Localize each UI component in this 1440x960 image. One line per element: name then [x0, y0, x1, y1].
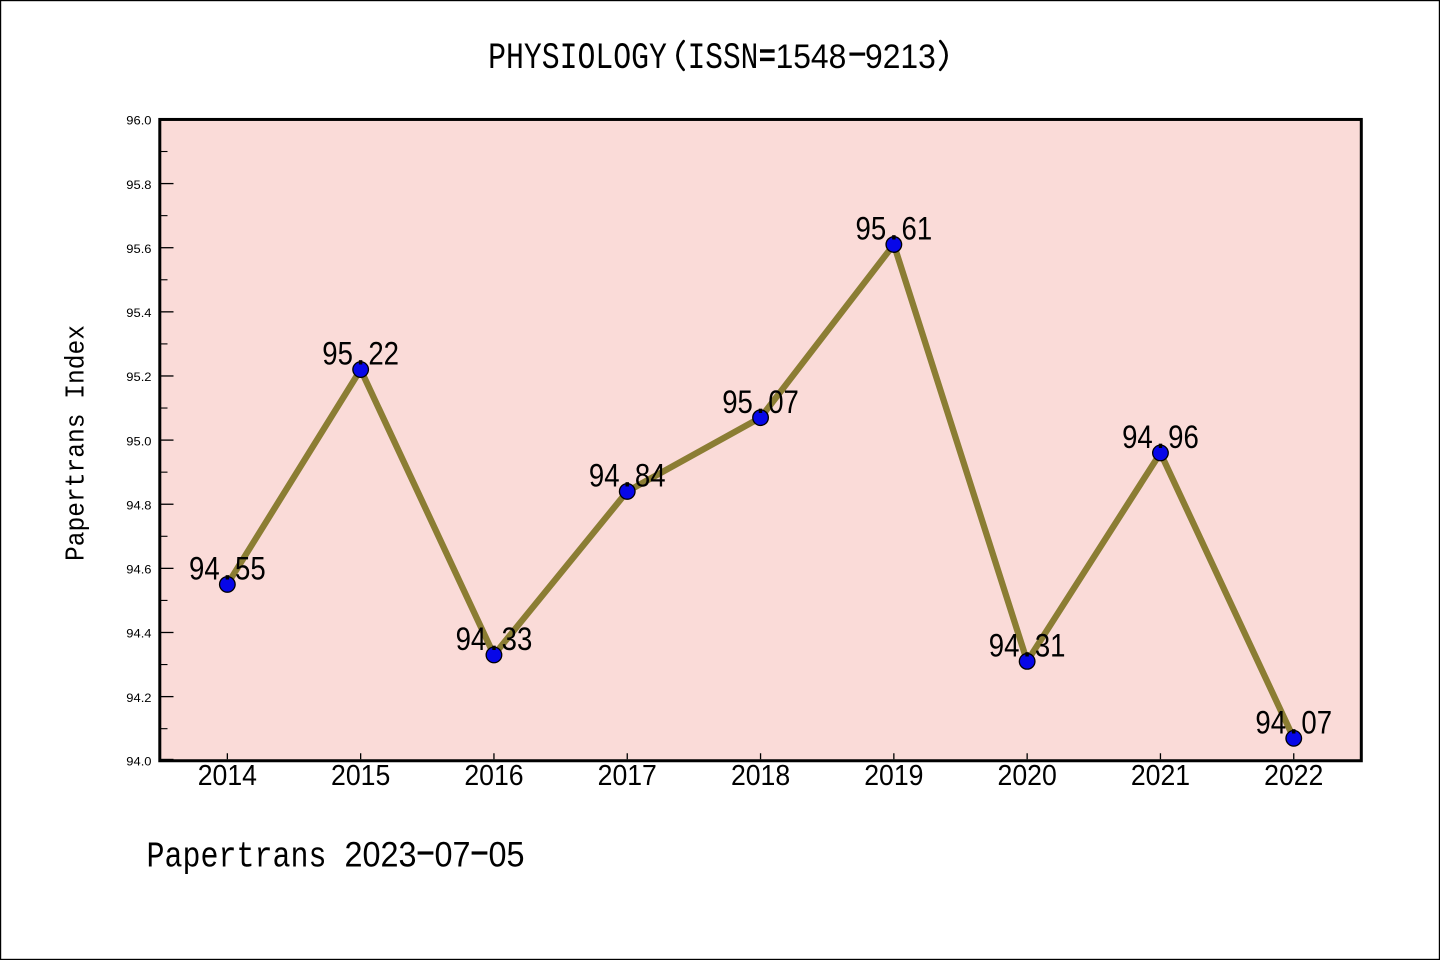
svg-text:07: 07: [768, 384, 799, 420]
svg-text:2015: 2015: [331, 760, 390, 792]
svg-text:2014: 2014: [198, 760, 257, 792]
svg-text:2018: 2018: [731, 760, 790, 792]
svg-text:.: .: [485, 626, 503, 660]
svg-text:9213: 9213: [865, 38, 936, 76]
svg-text:.: .: [1151, 424, 1169, 458]
svg-text:94: 94: [1255, 704, 1286, 740]
svg-text:.: .: [218, 555, 236, 589]
svg-text:95.2: 95.2: [126, 370, 152, 384]
svg-text:22: 22: [368, 336, 399, 372]
svg-text:94: 94: [589, 458, 620, 494]
svg-text:94: 94: [1122, 419, 1153, 455]
svg-text:33: 33: [502, 621, 533, 657]
svg-text:1548: 1548: [776, 38, 847, 76]
svg-text:94.4: 94.4: [126, 627, 152, 641]
svg-text:2023: 2023: [345, 835, 417, 874]
svg-text:31: 31: [1035, 627, 1066, 663]
svg-text:95.4: 95.4: [126, 306, 152, 320]
svg-text:94: 94: [189, 550, 220, 586]
svg-text:94: 94: [989, 627, 1020, 663]
svg-text:96: 96: [1168, 419, 1199, 455]
svg-text:.: .: [885, 216, 903, 250]
svg-text:2021: 2021: [1131, 760, 1190, 792]
svg-text:Papertrans Index: Papertrans Index: [61, 325, 91, 561]
svg-text:94.2: 94.2: [126, 691, 152, 705]
svg-text:95: 95: [722, 384, 753, 420]
svg-text:95.0: 95.0: [126, 434, 152, 448]
svg-text:.: .: [1285, 709, 1303, 743]
svg-text:94.6: 94.6: [126, 563, 152, 577]
svg-text:84: 84: [635, 458, 666, 494]
svg-text:07: 07: [1301, 704, 1332, 740]
svg-text:.: .: [752, 389, 770, 423]
svg-text:94.8: 94.8: [126, 498, 152, 512]
svg-text:2019: 2019: [864, 760, 923, 792]
svg-text:2022: 2022: [1264, 760, 1323, 792]
svg-text:94: 94: [456, 621, 487, 657]
svg-text:95: 95: [856, 211, 887, 247]
svg-text:.: .: [618, 463, 636, 497]
svg-text:.: .: [352, 341, 370, 375]
svg-text:07: 07: [435, 835, 471, 874]
svg-text:94.0: 94.0: [126, 754, 152, 768]
svg-text:2016: 2016: [464, 760, 523, 792]
svg-text:2020: 2020: [998, 760, 1057, 792]
svg-text:2017: 2017: [598, 760, 657, 792]
svg-text:95: 95: [322, 336, 353, 372]
svg-text:95.6: 95.6: [126, 242, 152, 256]
svg-text:96.0: 96.0: [126, 114, 152, 128]
svg-text:61: 61: [902, 211, 933, 247]
svg-text:.: .: [1018, 632, 1036, 666]
svg-text:55: 55: [235, 550, 266, 586]
svg-text:Papertrans: Papertrans: [147, 836, 327, 877]
svg-text:PHYSIOLOGY: PHYSIOLOGY: [488, 38, 667, 80]
svg-text:ISSN: ISSN: [688, 38, 759, 80]
svg-text:05: 05: [489, 835, 525, 874]
svg-text:95.8: 95.8: [126, 178, 152, 192]
